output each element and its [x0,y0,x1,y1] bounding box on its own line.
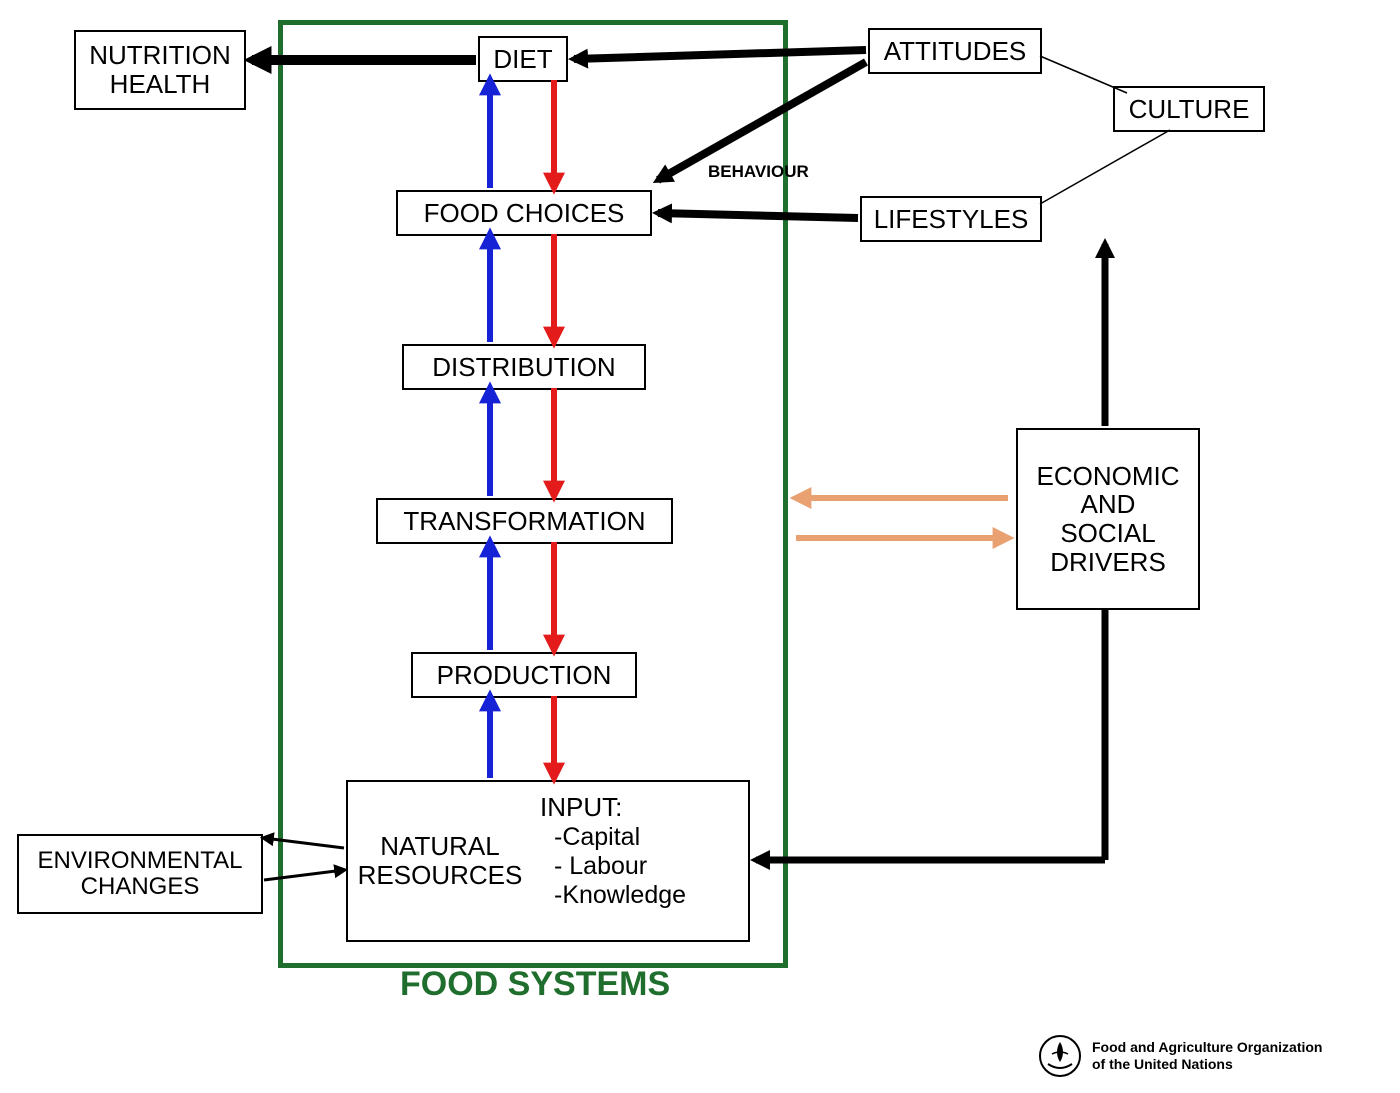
fao-logo-icon [1038,1034,1082,1078]
node-production-label: PRODUCTION [437,661,612,690]
node-culture: CULTURE [1113,86,1265,132]
attitudes-label: ATTITUDES [884,37,1027,66]
econ-label-3: SOCIAL [1060,519,1155,548]
input-item-labour: - Labour [540,852,748,881]
node-food-choices-label: FOOD CHOICES [424,199,625,228]
fao-text: Food and Agriculture Organization of the… [1092,1039,1322,1073]
node-diet-label: DIET [493,45,552,74]
resources-left-2: RESOURCES [358,861,523,890]
node-nutrition-health: NUTRITION HEALTH [74,30,246,110]
lifestyles-label: LIFESTYLES [874,205,1029,234]
env-label-1: ENVIRONMENTAL [38,848,243,874]
fao-credit: Food and Agriculture Organization of the… [1038,1034,1322,1078]
node-natural-resources-inputs: NATURAL RESOURCES INPUT: -Capital - Labo… [346,780,750,942]
node-distribution: DISTRIBUTION [402,344,646,390]
nutrition-label-2: HEALTH [110,70,211,99]
node-economic-social-drivers: ECONOMIC AND SOCIAL DRIVERS [1016,428,1200,610]
node-diet: DIET [478,36,568,82]
fao-line-1: Food and Agriculture Organization [1092,1039,1322,1056]
food-systems-title: FOOD SYSTEMS [400,965,670,1004]
resources-left-1: NATURAL [380,832,499,861]
inputs-list: INPUT: -Capital - Labour -Knowledge [532,782,748,940]
diagram-container: FOOD SYSTEMS DIET FOOD CHOICES DISTRIBUT… [0,0,1400,1093]
culture-label: CULTURE [1129,95,1250,124]
natural-resources-label: NATURAL RESOURCES [348,782,532,940]
econ-label-2: AND [1081,490,1136,519]
econ-label-4: DRIVERS [1050,548,1166,577]
input-item-knowledge: -Knowledge [540,881,748,910]
node-food-choices: FOOD CHOICES [396,190,652,236]
behaviour-label: BEHAVIOUR [708,162,809,182]
nutrition-label-1: NUTRITION [89,41,231,70]
env-label-2: CHANGES [81,874,200,900]
input-item-capital: -Capital [540,823,748,852]
node-transformation: TRANSFORMATION [376,498,673,544]
econ-label-1: ECONOMIC [1037,462,1180,491]
node-distribution-label: DISTRIBUTION [432,353,615,382]
node-environmental-changes: ENVIRONMENTAL CHANGES [17,834,263,914]
node-production: PRODUCTION [411,652,637,698]
node-lifestyles: LIFESTYLES [860,196,1042,242]
node-attitudes: ATTITUDES [868,28,1042,74]
fao-line-2: of the United Nations [1092,1056,1322,1073]
input-title: INPUT: [540,792,748,823]
node-transformation-label: TRANSFORMATION [403,507,645,536]
